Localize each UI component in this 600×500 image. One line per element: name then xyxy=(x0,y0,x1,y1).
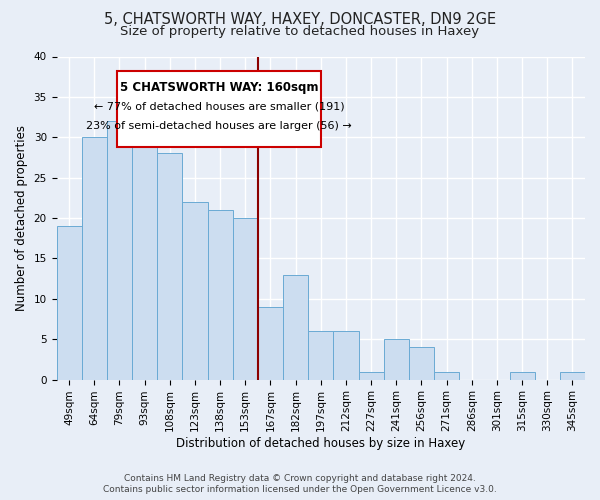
Bar xyxy=(409,348,434,380)
Text: Size of property relative to detached houses in Haxey: Size of property relative to detached ho… xyxy=(121,25,479,38)
Bar xyxy=(107,121,132,380)
Bar xyxy=(434,372,459,380)
X-axis label: Distribution of detached houses by size in Haxey: Distribution of detached houses by size … xyxy=(176,437,466,450)
Bar xyxy=(82,138,107,380)
Bar xyxy=(132,146,157,380)
Bar xyxy=(560,372,585,380)
Text: 5 CHATSWORTH WAY: 160sqm: 5 CHATSWORTH WAY: 160sqm xyxy=(120,80,318,94)
Bar xyxy=(157,154,182,380)
Bar xyxy=(182,202,208,380)
Y-axis label: Number of detached properties: Number of detached properties xyxy=(15,125,28,311)
Bar xyxy=(308,331,334,380)
Bar xyxy=(334,331,359,380)
Bar xyxy=(258,307,283,380)
Text: 5, CHATSWORTH WAY, HAXEY, DONCASTER, DN9 2GE: 5, CHATSWORTH WAY, HAXEY, DONCASTER, DN9… xyxy=(104,12,496,28)
Bar xyxy=(509,372,535,380)
Bar xyxy=(359,372,383,380)
Text: Contains HM Land Registry data © Crown copyright and database right 2024.
Contai: Contains HM Land Registry data © Crown c… xyxy=(103,474,497,494)
Text: ← 77% of detached houses are smaller (191): ← 77% of detached houses are smaller (19… xyxy=(94,102,344,112)
Bar xyxy=(233,218,258,380)
FancyBboxPatch shape xyxy=(118,71,321,147)
Bar xyxy=(383,339,409,380)
Bar xyxy=(56,226,82,380)
Text: 23% of semi-detached houses are larger (56) →: 23% of semi-detached houses are larger (… xyxy=(86,121,352,131)
Bar xyxy=(283,274,308,380)
Bar xyxy=(208,210,233,380)
